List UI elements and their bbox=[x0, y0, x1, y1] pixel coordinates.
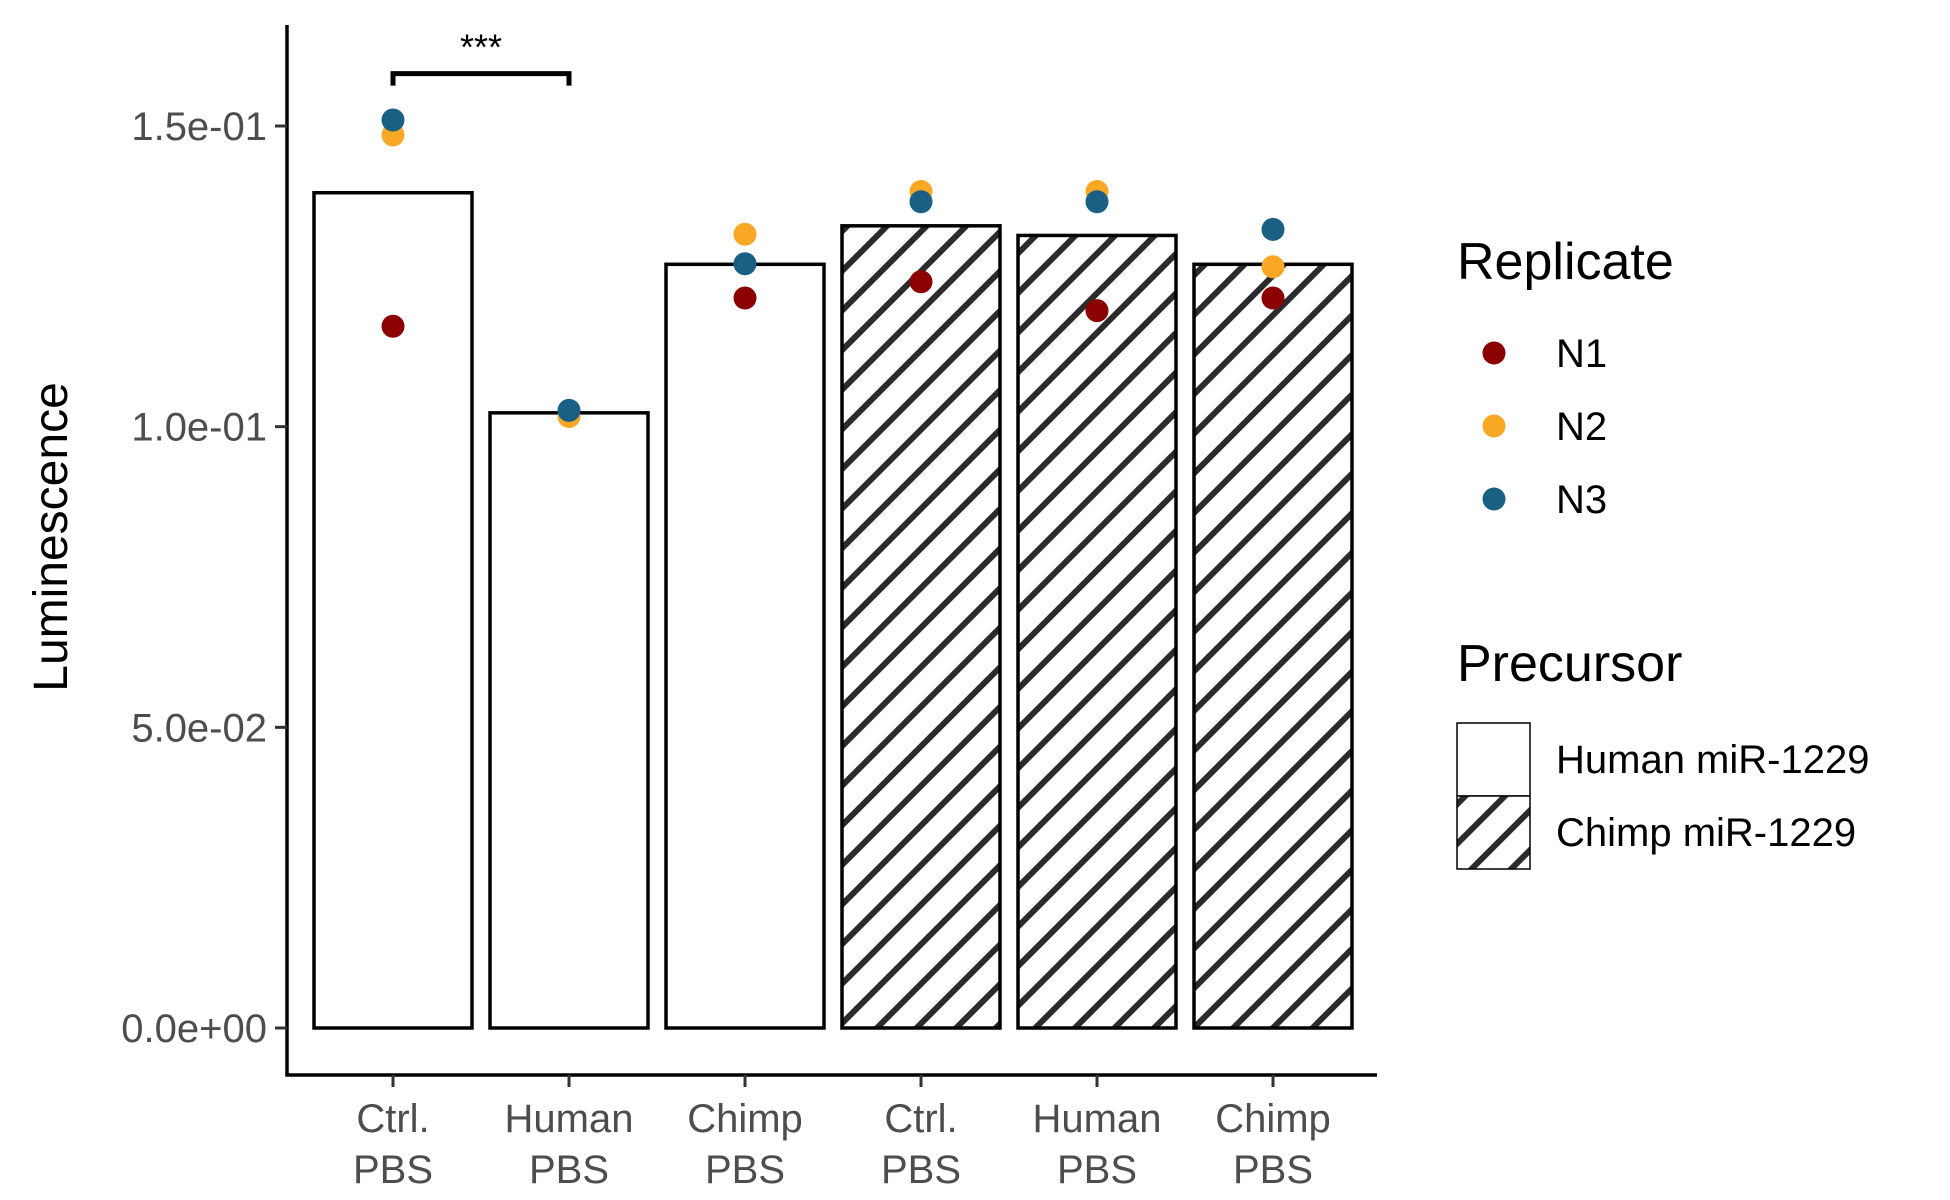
legend-key-n3 bbox=[1482, 487, 1506, 511]
axes-layer: 0.0e+00 5.0e-02 1.0e-01 1.5e-01 Ctrl. PBS Huma… bbox=[121, 25, 1377, 1192]
bars-layer bbox=[312, 190, 1354, 1030]
legend-precursor-key-2 bbox=[1456, 795, 1531, 870]
points-layer bbox=[381, 108, 1285, 428]
legend-key-n1 bbox=[1482, 341, 1506, 365]
legend-precursor: Precursor Human miR-1229 Chimp miR-1229 bbox=[1456, 635, 1869, 870]
bar-6 bbox=[1192, 262, 1354, 1030]
y-tick-label: 0.0e+00 bbox=[121, 1007, 267, 1051]
bar-3 bbox=[664, 262, 826, 1030]
point-n3-4 bbox=[909, 190, 933, 214]
x-tick-label-line1: Chimp bbox=[1215, 1097, 1331, 1141]
point-n3-5 bbox=[1085, 190, 1109, 214]
legend-replicate-title: Replicate bbox=[1457, 233, 1674, 291]
y-axis-title: Luminescence bbox=[25, 382, 78, 692]
point-n3-2 bbox=[557, 398, 581, 422]
x-tick-label-line2: PBS bbox=[353, 1148, 433, 1192]
legend-label-n3: N3 bbox=[1556, 478, 1607, 522]
legend-label-n2: N2 bbox=[1556, 405, 1607, 449]
point-n3-3 bbox=[733, 252, 757, 276]
x-tick-label-line2: PBS bbox=[1057, 1148, 1137, 1192]
legend-precursor-label-1: Human miR-1229 bbox=[1556, 738, 1869, 782]
legend-key-n2 bbox=[1482, 414, 1506, 438]
point-n1-5 bbox=[1085, 299, 1109, 323]
legend-precursor-label-2: Chimp miR-1229 bbox=[1556, 811, 1856, 855]
significance-bracket: *** bbox=[390, 27, 572, 86]
legend-precursor-title: Precursor bbox=[1457, 635, 1682, 693]
bar-5 bbox=[1016, 233, 1178, 1030]
point-n1-3 bbox=[733, 286, 757, 310]
significance-bracket-line bbox=[390, 71, 572, 86]
y-tick-label: 1.5e-01 bbox=[131, 105, 267, 149]
point-n1-4 bbox=[909, 270, 933, 294]
point-n3-6 bbox=[1261, 217, 1285, 241]
legend-precursor-key-1 bbox=[1456, 722, 1531, 797]
x-tick-label-line1: Ctrl. bbox=[884, 1097, 957, 1141]
x-tick-label-line2: PBS bbox=[529, 1148, 609, 1192]
x-tick-label-line1: Human bbox=[1033, 1097, 1162, 1141]
x-tick-label-line1: Human bbox=[505, 1097, 634, 1141]
significance-label: *** bbox=[460, 27, 502, 68]
point-n3-1 bbox=[381, 108, 405, 132]
x-tick-label-line2: PBS bbox=[1233, 1148, 1313, 1192]
x-tick-label-line2: PBS bbox=[881, 1148, 961, 1192]
bar-4 bbox=[840, 224, 1002, 1030]
point-n2-6 bbox=[1261, 255, 1285, 279]
x-tick-label-line2: PBS bbox=[705, 1148, 785, 1192]
legend-label-n1: N1 bbox=[1556, 332, 1607, 376]
y-tick-label: 5.0e-02 bbox=[131, 706, 267, 750]
bar-2 bbox=[488, 411, 650, 1030]
point-n1-6 bbox=[1261, 286, 1285, 310]
x-tick-label-line1: Chimp bbox=[687, 1097, 803, 1141]
y-tick-label: 1.0e-01 bbox=[131, 406, 267, 450]
legend-replicate: Replicate N1 N2 N3 bbox=[1457, 233, 1674, 522]
point-n1-1 bbox=[381, 314, 405, 338]
x-tick-label-line1: Ctrl. bbox=[356, 1097, 429, 1141]
point-n2-3 bbox=[733, 222, 757, 246]
